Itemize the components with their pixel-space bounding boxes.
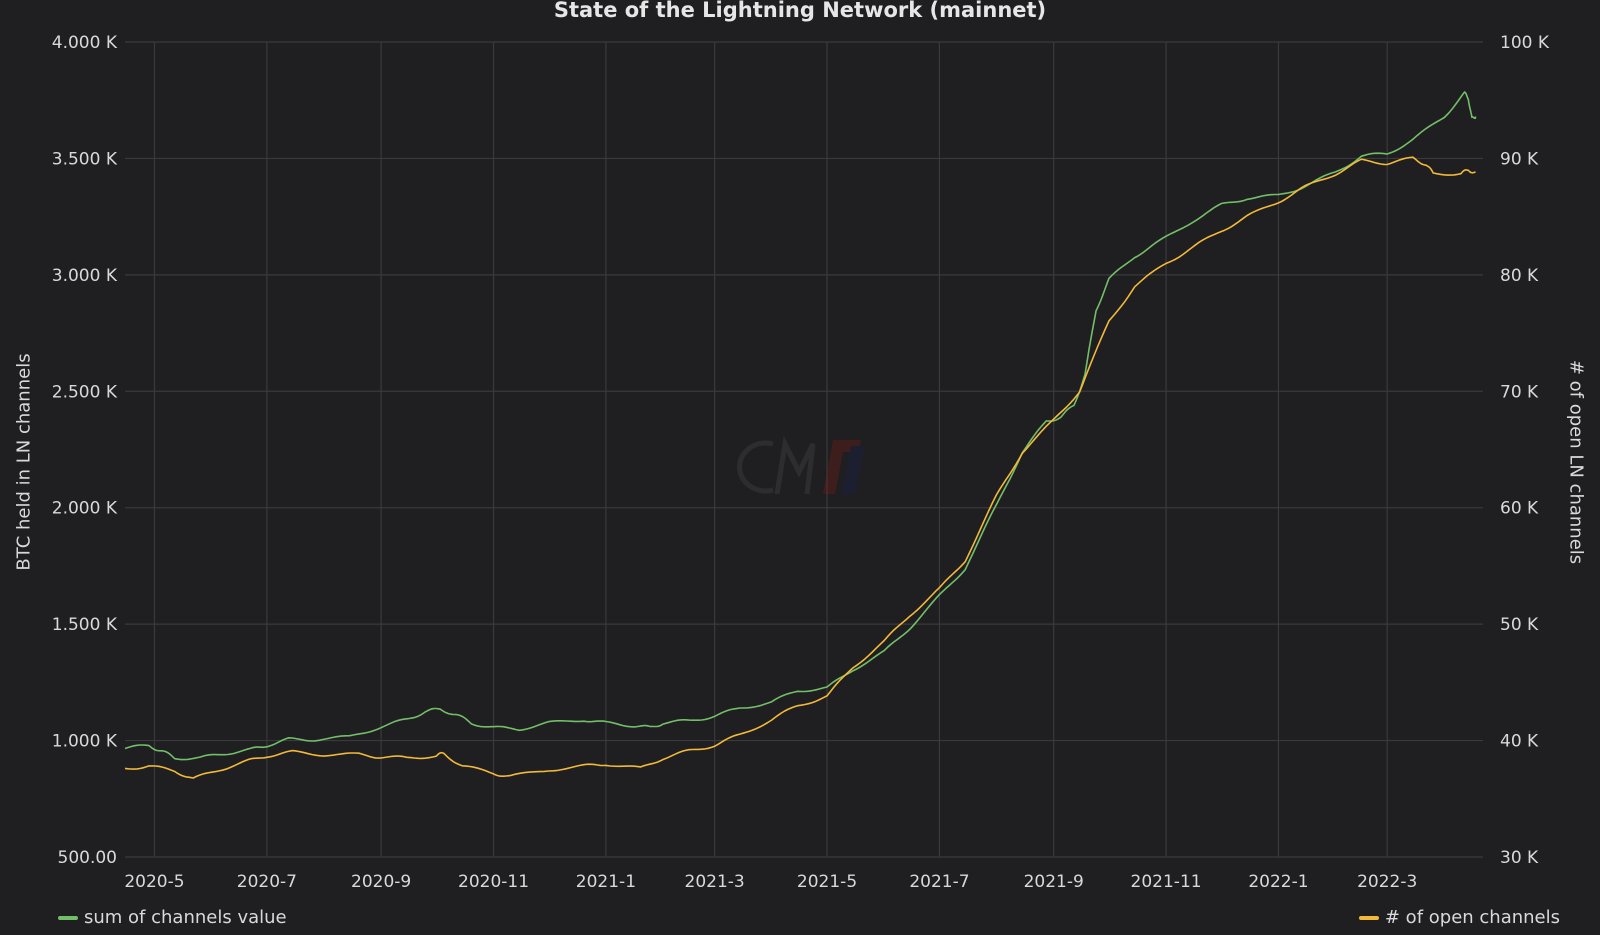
right-y-tick-label: 100 K <box>1500 33 1550 53</box>
x-tick-label: 2021-5 <box>797 872 857 892</box>
legend-swatch <box>58 915 78 920</box>
right-y-tick-label: 60 K <box>1500 499 1539 519</box>
x-tick-label: 2022-1 <box>1248 872 1308 892</box>
legend-item-sum-channels-value[interactable]: sum of channels value <box>58 907 287 928</box>
x-tick-label: 2020-11 <box>458 872 529 892</box>
logo-m-shape <box>774 435 816 495</box>
series-lines <box>124 91 1477 779</box>
right-y-tick-label: 90 K <box>1500 149 1539 169</box>
series-line-open-channels <box>124 156 1476 779</box>
left-axis-label: BTC held in LN channels <box>13 353 35 571</box>
left-y-tick-label: 2.000 K <box>52 499 118 519</box>
x-tick-label: 2021-9 <box>1024 872 1084 892</box>
x-tick-label: 2021-3 <box>685 872 745 892</box>
legend-label: sum of channels value <box>84 907 287 928</box>
x-tick-label: 2021-1 <box>576 872 636 892</box>
right-axis-label: # of open LN channels <box>1565 359 1587 565</box>
legend-swatch <box>1358 915 1379 920</box>
left-y-tick-label: 500.00 <box>58 848 117 868</box>
right-y-tick-label: 40 K <box>1500 732 1539 752</box>
left-y-tick-label: 3.000 K <box>52 266 118 286</box>
left-y-tick-label: 4.000 K <box>52 33 118 53</box>
series-line-sum-channels-value <box>124 91 1477 761</box>
logo-red-mark <box>823 440 861 494</box>
legend-label: # of open channels <box>1384 907 1560 928</box>
left-y-tick-label: 1.500 K <box>52 615 118 635</box>
right-y-tick-label: 30 K <box>1500 848 1539 868</box>
logo-watermark <box>737 435 865 495</box>
axis-ticks: 500.00 1.000 K 1.500 K 2.000 K 2.500 K 3.000 … <box>52 33 1550 892</box>
grid <box>125 41 1483 858</box>
left-y-tick-label: 1.000 K <box>52 732 118 752</box>
x-tick-label: 2020-7 <box>237 872 297 892</box>
chart-title: State of the Lightning Network (mainnet) <box>553 0 1047 22</box>
right-y-tick-label: 50 K <box>1500 615 1539 635</box>
logo-c-shape <box>737 440 774 494</box>
right-y-tick-label: 80 K <box>1500 266 1539 286</box>
x-tick-label: 2021-7 <box>909 872 969 892</box>
left-y-tick-label: 3.500 K <box>52 149 118 169</box>
legend-item-open-channels[interactable]: # of open channels <box>1358 907 1560 928</box>
logo-blue-mark <box>841 446 865 494</box>
left-y-tick-label: 2.500 K <box>52 382 118 402</box>
x-tick-label: 2021-11 <box>1131 872 1202 892</box>
x-tick-label: 2022-3 <box>1357 872 1417 892</box>
right-y-tick-label: 70 K <box>1500 382 1539 402</box>
x-tick-label: 2020-5 <box>124 872 184 892</box>
x-tick-label: 2020-9 <box>351 872 411 892</box>
